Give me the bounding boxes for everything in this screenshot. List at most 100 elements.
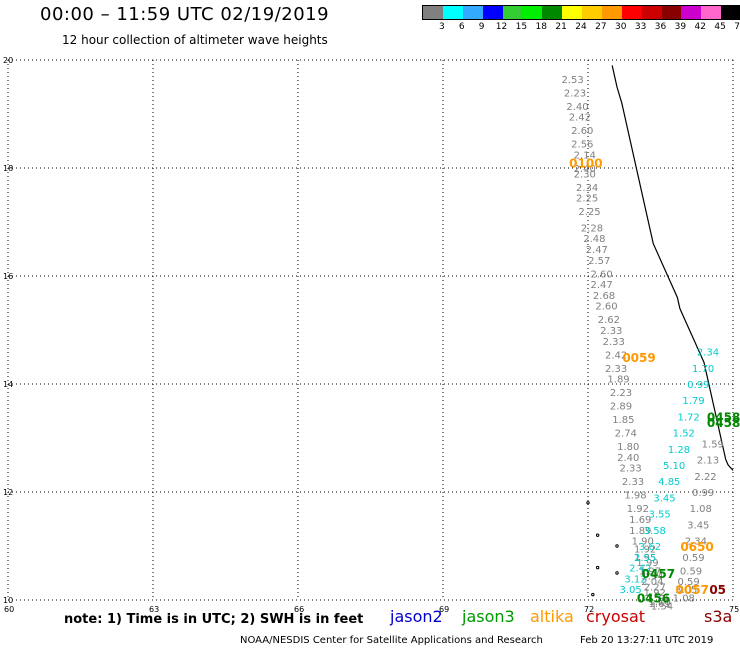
wave-height-label: 2.42 <box>629 564 651 575</box>
wave-height-label: 2.34 <box>685 537 707 548</box>
wave-height-label: 1.08 <box>690 504 712 515</box>
lon-label: 63 <box>149 605 159 614</box>
legend-swatch <box>721 6 740 19</box>
wave-height-label: 0.99 <box>687 380 709 391</box>
legend-tick-label: 9 <box>478 22 485 32</box>
legend-swatch <box>681 6 702 19</box>
wave-height-label: 1.99 <box>636 558 658 569</box>
wave-height-label: 3.45 <box>653 493 675 504</box>
legend-tick-label: 12 <box>495 22 508 32</box>
lon-label: 69 <box>439 605 449 614</box>
wave-height-label: 3.55 <box>649 510 671 521</box>
wave-height-label: 2.13 <box>697 456 719 467</box>
wave-height-label: 1.92 <box>627 504 649 515</box>
pass-time-label: 0457 <box>642 567 675 581</box>
legend-tick-label: 6 <box>458 22 465 32</box>
legend-swatch <box>562 6 582 19</box>
sat-altika: altika <box>530 607 574 626</box>
wave-height-label: 1.61 <box>649 599 671 610</box>
wave-height-label: 1.79 <box>682 396 704 407</box>
lat-label: 16 <box>3 272 13 281</box>
pass-time-label: 0456 <box>637 591 670 605</box>
wave-height-label: 2.40 <box>617 453 639 464</box>
wave-height-label: 1.59 <box>702 439 724 450</box>
lat-label: 18 <box>3 164 13 173</box>
island <box>615 571 619 575</box>
wave-height-label: 2.14 <box>574 151 596 162</box>
wave-height-label: 1.98 <box>624 491 646 502</box>
legend-tick-label: 70 <box>734 22 740 32</box>
pass-time-label: 0650 <box>680 540 713 554</box>
legend-swatch <box>423 6 443 19</box>
wave-height-label: 1.69 <box>629 515 651 526</box>
wave-height-label: 2.60 <box>591 269 613 280</box>
sat-jason2: jason2 <box>390 607 443 626</box>
pass-time-label: 0458 <box>707 416 740 430</box>
wave-height-label: 2.23 <box>610 388 632 399</box>
legend-swatch <box>482 6 503 19</box>
wave-height-label: 1.94 <box>641 572 663 583</box>
legend-tick-label: 27 <box>595 22 607 32</box>
legend-swatches <box>422 5 740 20</box>
wave-height-label: 2.33 <box>622 477 644 488</box>
legend-swatch <box>462 6 483 19</box>
wave-height-label: 2.57 <box>588 256 610 267</box>
sat-jason3: jason3 <box>462 607 515 626</box>
wave-height-label: 2.60 <box>571 126 593 137</box>
island <box>595 533 600 537</box>
wave-height-label: 3.58 <box>644 526 666 537</box>
legend-swatch <box>522 6 543 19</box>
legend-swatch <box>582 6 602 19</box>
wave-height-label: 2.30 <box>574 169 596 180</box>
lon-label: 72 <box>584 605 594 614</box>
map-subtitle: 12 hour collection of altimeter wave hei… <box>62 33 328 47</box>
wave-height-label: 2.33 <box>620 464 642 475</box>
wave-height-label: 1.97 <box>639 566 661 577</box>
wave-height-label: 5.10 <box>663 461 685 472</box>
legend-swatch <box>601 6 622 19</box>
wave-height-label: 1.90 <box>632 537 654 548</box>
wave-height-label: 2.62 <box>598 315 620 326</box>
wave-height-label: 2.33 <box>600 326 622 337</box>
wave-height-label: 2.53 <box>562 75 584 86</box>
legend-swatch <box>442 6 463 19</box>
wave-height-label: 1.52 <box>673 429 695 440</box>
wave-height-label: 2.04 <box>641 577 663 588</box>
wave-height-label: 2.68 <box>593 291 615 302</box>
wave-height-label: 1.80 <box>617 442 639 453</box>
legend-swatch <box>502 6 523 19</box>
legend-tick-label: 21 <box>555 22 567 32</box>
pass-time-label: 0057 <box>676 583 709 597</box>
legend-swatch <box>661 6 682 19</box>
wave-height-label: 3.05 <box>675 585 697 596</box>
footnote: note: 1) Time is in UTC; 2) SWH is in fe… <box>64 612 364 627</box>
legend-tick-label: 24 <box>575 22 587 32</box>
legend-tick-label: 18 <box>535 22 547 32</box>
legend-swatch <box>701 6 722 19</box>
wave-height-label: 1.08 <box>673 593 695 604</box>
wave-height-label: 2.42 <box>605 350 627 361</box>
wave-height-label: 2.55 <box>634 553 656 564</box>
wave-height-label: 2.23 <box>564 88 586 99</box>
island <box>595 565 600 570</box>
lat-label: 10 <box>3 596 13 605</box>
pass-time-label: 05 <box>709 583 726 597</box>
timestamp: Feb 20 13:27:11 UTC 2019 <box>580 635 714 646</box>
coastline <box>611 65 734 471</box>
credit-line: NOAA/NESDIS Center for Satellite Applica… <box>240 635 543 646</box>
wave-height-label: 2.34 <box>697 348 719 359</box>
wave-height-label: 1.85 <box>612 415 634 426</box>
legend-tick-label: 30 <box>615 22 627 32</box>
island <box>586 501 590 505</box>
sat-s3a: s3a <box>704 607 733 626</box>
wave-height-label: 0.59 <box>678 577 700 588</box>
pass-time-label: 0059 <box>622 351 655 365</box>
legend-swatch <box>542 6 563 19</box>
wave-height-label: 3.45 <box>687 520 709 531</box>
wave-height-label: 1.92 <box>644 588 666 599</box>
legend-ticks: 36912151821242730333639424570(ft) <box>422 20 740 34</box>
wave-height-label: 1.89 <box>607 375 629 386</box>
island <box>591 592 595 597</box>
wave-height-label: 1.70 <box>692 364 714 375</box>
